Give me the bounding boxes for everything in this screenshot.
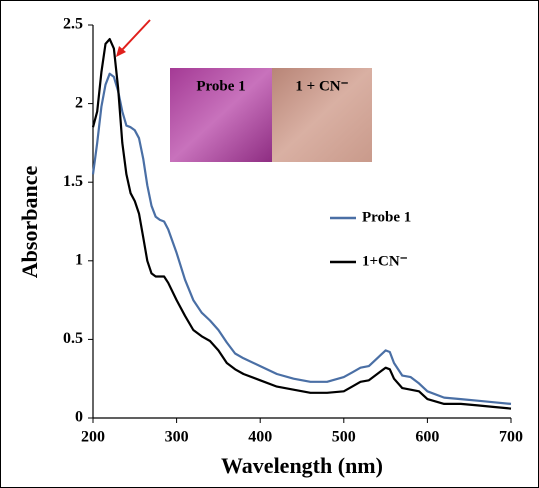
x-tick-label: 200 [81,429,105,446]
y-tick-label: 1 [75,251,83,268]
x-tick-label: 400 [248,429,272,446]
x-tick-label: 700 [499,429,523,446]
inset-label: Probe 1 [196,78,245,94]
series-line [91,38,512,410]
legend-label: Probe 1 [362,209,411,225]
arrow [120,19,151,52]
y-tick-label: 2.5 [63,16,83,33]
inset-photo [170,68,272,162]
inset-label: 1 + CN⁻ [295,78,348,94]
x-tick-label: 300 [165,429,189,446]
y-axis-label: Absorbance [17,166,42,279]
legend-label: 1+CN⁻ [362,253,408,269]
y-tick-label: 0.5 [63,330,83,347]
arrow-head [116,46,126,57]
x-tick-label: 500 [332,429,356,446]
x-tick-label: 600 [415,429,439,446]
series-line [91,72,512,405]
y-tick-label: 2 [75,94,83,111]
x-axis-label: Wavelength (nm) [221,453,383,478]
y-tick-label: 0 [75,409,83,426]
y-tick-label: 1.5 [63,173,83,190]
inset-photo [272,68,372,162]
